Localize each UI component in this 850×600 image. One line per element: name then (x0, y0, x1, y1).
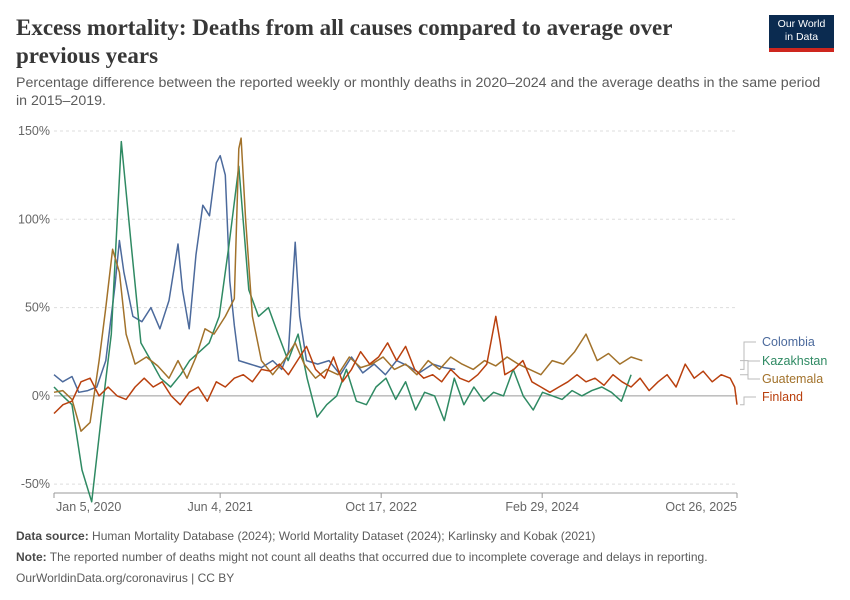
series-line-kazakhstan (53, 140, 632, 503)
owid-logo[interactable]: Our World in Data (769, 15, 834, 52)
legend-label-kazakhstan: Kazakhstan (762, 354, 827, 368)
x-tick-label: Jun 4, 2021 (187, 500, 252, 514)
y-tick-label: 0% (32, 389, 50, 403)
x-tick-label: Oct 26, 2025 (665, 500, 737, 514)
legend-label-colombia: Colombia (762, 335, 815, 349)
data-source: Data source: Human Mortality Database (2… (16, 529, 595, 543)
x-tick-label: Jan 5, 2020 (56, 500, 121, 514)
legend-connector (740, 396, 756, 406)
chart-note: Note: The reported number of deaths migh… (16, 550, 708, 564)
legend-connector (740, 360, 760, 376)
data-source-label: Data source: (16, 529, 89, 543)
series-line-guatemala (53, 137, 643, 432)
legend-label-guatemala: Guatemala (762, 372, 823, 386)
y-tick-label: -50% (21, 477, 50, 491)
chart-title: Excess mortality: Deaths from all causes… (16, 15, 672, 68)
logo-line-2: in Data (784, 31, 819, 43)
credit-line[interactable]: OurWorldinData.org/coronavirus | CC BY (16, 571, 235, 585)
x-tick-label: Oct 17, 2022 (345, 500, 417, 514)
note-label: Note: (16, 550, 47, 564)
legend-connector (740, 341, 756, 370)
line-chart: -50% 0% 50% 100% 150% Jan 5, 2020 Jun 4, 2021 O… (18, 124, 827, 514)
y-tick-label: 150% (18, 124, 50, 138)
chart-subtitle: Percentage difference between the report… (16, 75, 821, 109)
x-tick-label: Feb 29, 2024 (505, 500, 579, 514)
legend-connector (740, 360, 760, 380)
series-line-finland (53, 315, 738, 415)
y-tick-label: 100% (18, 212, 50, 226)
data-source-text: Human Mortality Database (2024); World M… (92, 529, 596, 543)
note-text: The reported number of deaths might not … (49, 550, 708, 564)
logo-line-1: Our World (777, 18, 826, 30)
legend-label-finland: Finland (762, 390, 803, 404)
series-line-colombia (53, 154, 456, 394)
y-tick-label: 50% (25, 301, 50, 315)
